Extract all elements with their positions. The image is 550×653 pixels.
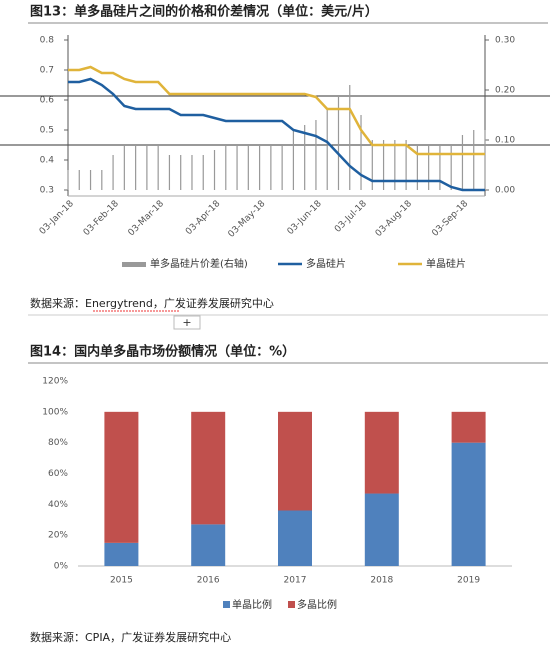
- legend-label: 单多晶硅片价差(右轴): [150, 257, 248, 270]
- bar: [326, 110, 328, 190]
- bar: [270, 145, 272, 190]
- bar: [191, 155, 193, 190]
- bar: [180, 155, 182, 190]
- source: 数据来源：Energytrend，广发证券发展研究中心: [30, 296, 274, 310]
- legend-label: 单晶硅片: [426, 257, 466, 270]
- bar-segment: [278, 411, 312, 511]
- x-tick-label: 2018: [370, 576, 393, 586]
- y-tick-label: 40%: [48, 500, 68, 510]
- x-tick-label: 2017: [284, 576, 307, 586]
- bar-segment: [191, 411, 226, 525]
- bar: [258, 145, 261, 190]
- y-tick-label: 60%: [48, 469, 68, 479]
- y2-tick-label: 0.10: [495, 136, 515, 146]
- y-tick-label: 20%: [48, 531, 68, 541]
- legend-label: 多晶比例: [297, 598, 337, 611]
- y-tick-label: 80%: [48, 438, 68, 448]
- bar: [213, 150, 216, 190]
- y2-tick-label: 0.00: [495, 186, 515, 196]
- bar: [157, 145, 159, 190]
- x-tick-label: 03-Jan-18: [38, 199, 76, 237]
- x-tick-label: 03-Mar-18: [127, 199, 167, 239]
- bar: [112, 155, 114, 190]
- bar: [202, 155, 204, 190]
- bar: [382, 140, 385, 190]
- bar-segment: [451, 411, 486, 443]
- line: [68, 77, 485, 192]
- y2-tick-label: 0.30: [495, 36, 515, 46]
- x-tick-label: 03-Jun-18: [286, 199, 324, 237]
- bar: [315, 120, 317, 190]
- expand-button[interactable]: [173, 315, 201, 330]
- y-tick-label: 120%: [42, 377, 68, 387]
- bar-segment: [104, 542, 139, 566]
- line: [68, 65, 485, 156]
- legend-swatch: [288, 601, 295, 608]
- y-tick-label: 0.7: [40, 66, 54, 76]
- bar: [349, 85, 351, 190]
- bar: [461, 135, 464, 190]
- x-tick-label: 2016: [197, 576, 220, 586]
- source: 数据来源：CPIA，广发证券发展研究中心: [30, 630, 231, 644]
- bar: [123, 145, 125, 190]
- y-tick-label: 0%: [54, 562, 69, 572]
- bar: [281, 145, 283, 190]
- bar: [416, 145, 418, 190]
- bar: [484, 130, 486, 190]
- bar: [225, 145, 227, 190]
- bar-segment: [364, 493, 399, 566]
- y2-tick-label: 0.20: [495, 86, 515, 96]
- bar: [247, 145, 249, 190]
- bar: [371, 140, 373, 190]
- bar: [101, 170, 103, 190]
- bar: [168, 155, 171, 190]
- bar: [236, 145, 238, 190]
- bar: [89, 170, 92, 190]
- bar-segment: [191, 524, 226, 566]
- y-tick-label: 0.8: [40, 36, 55, 46]
- bar: [428, 145, 430, 190]
- x-tick-label: 2019: [457, 576, 480, 586]
- x-tick-label: 03-Sep-18: [430, 199, 470, 239]
- bar: [450, 145, 452, 190]
- x-tick-label: 2015: [110, 576, 133, 586]
- y-tick-label: 0.3: [40, 186, 54, 196]
- legend-swatch: [122, 262, 146, 267]
- bar: [135, 145, 137, 190]
- bar-segment: [104, 411, 139, 543]
- y-tick-label: 100%: [42, 407, 68, 417]
- bar: [67, 170, 69, 190]
- bar: [146, 145, 148, 190]
- legend-swatch: [223, 601, 230, 608]
- bar: [394, 140, 396, 190]
- legend-label: 多晶硅片: [306, 257, 346, 270]
- x-tick-label: 03-Apr-18: [184, 199, 223, 238]
- bar-segment: [278, 510, 312, 566]
- plus-icon: +: [182, 316, 191, 329]
- bar-segment: [364, 411, 399, 494]
- y-tick-label: 0.4: [40, 156, 55, 166]
- bar: [304, 125, 306, 190]
- legend-label: 单晶比例: [232, 598, 272, 611]
- y-tick-label: 0.6: [40, 96, 55, 106]
- bar: [405, 140, 407, 190]
- bar: [292, 130, 295, 190]
- bar: [78, 170, 80, 190]
- figure-title: 图13：单多晶硅片之间的价格和价差情况（单位：美元/片）: [30, 4, 378, 20]
- bar: [360, 115, 362, 190]
- figure-title: 图14：国内单多晶市场份额情况（单位：%）: [30, 344, 295, 360]
- x-tick-label: 03-Jul-18: [333, 199, 369, 235]
- bar: [439, 145, 441, 190]
- bar: [473, 130, 475, 190]
- x-tick-label: 03-Feb-18: [82, 199, 121, 238]
- x-tick-label: 03-May-18: [227, 199, 268, 240]
- x-tick-label: 03-Aug-18: [374, 199, 414, 239]
- y-tick-label: 0.5: [40, 126, 54, 136]
- bar: [337, 95, 340, 190]
- bar-segment: [451, 442, 486, 566]
